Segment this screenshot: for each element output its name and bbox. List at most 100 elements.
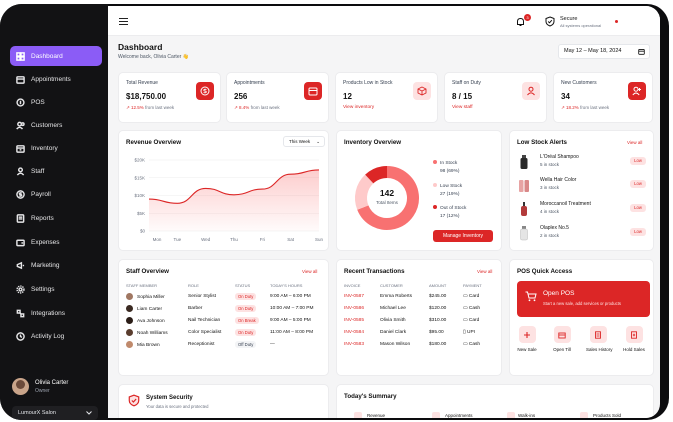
legend-low-stock: Low Stock (433, 183, 462, 189)
cart-icon (525, 291, 537, 302)
invoice-id[interactable]: INV-0584 (344, 329, 365, 335)
summary-label: Products Sold (593, 413, 622, 418)
legend-value: 98 (69%) (440, 169, 460, 174)
sidebar-item-settings[interactable]: Settings (10, 279, 102, 299)
plug-icon (16, 309, 25, 317)
list-item[interactable]: Wella Hair Color 3 in stock Low (517, 175, 647, 197)
sidebar-item-customers[interactable]: Customers (10, 115, 102, 135)
table-row[interactable]: Sophia Miller Senior Stylist On Duty 9:0… (126, 290, 313, 302)
stat-card-staff-on-duty[interactable]: Staff on Duty 8 / 15 View staff (444, 72, 547, 123)
sidebar-item-marketing[interactable]: Marketing (10, 255, 102, 275)
list-item[interactable]: Olaplex No.5 2 in stock Low (517, 223, 647, 245)
bell-icon[interactable] (516, 17, 525, 27)
sidebar-item-integrations[interactable]: Integrations (10, 303, 102, 323)
view-all-link[interactable]: View all (477, 269, 493, 274)
sidebar-item-pos[interactable]: POS (10, 92, 102, 112)
salon-selector[interactable]: LumourX Salon (12, 406, 98, 420)
sidebar-item-reports[interactable]: Reports (10, 208, 102, 228)
sidebar-item-label: Payroll (31, 190, 51, 198)
stat-card-appointments[interactable]: Appointments 256 ↗ 8.4% from last week (226, 72, 329, 123)
view-all-link[interactable]: View all (627, 140, 643, 145)
table-row[interactable]: INV-0587 Emma Roberts $245.00 ▭ Card (344, 290, 482, 302)
menu-icon[interactable] (119, 18, 128, 25)
sidebar-item-payroll[interactable]: Payroll (10, 184, 102, 204)
staff-hours: 11:00 AM – 8:00 PM (270, 329, 314, 335)
appointments-icon (432, 412, 440, 418)
view-all-link[interactable]: View all (302, 269, 318, 274)
open-till-button[interactable]: Open Till (550, 326, 574, 352)
low-badge: Low (630, 204, 646, 212)
list-item[interactable]: Moroccanoil Treatment 4 in stock Low (517, 199, 647, 221)
walk-ins-icon (507, 412, 515, 418)
legend-dot (433, 205, 437, 209)
page-title: Dashboard (118, 42, 163, 52)
dollar-icon (196, 82, 214, 100)
sidebar-item-label: Appointments (31, 75, 71, 83)
table-row[interactable]: Noah Williams Color Specialist On Duty 1… (126, 326, 313, 338)
column-header: STATUS (235, 282, 251, 288)
invoice-id[interactable]: INV-0586 (344, 305, 365, 311)
manage-inventory-button[interactable]: Manage Inventory (433, 230, 493, 242)
staff-role: Senior Stylist (188, 293, 216, 299)
list-item[interactable]: L'Oréal Shampoo 5 in stock Low (517, 152, 647, 174)
summary-label: Walk-ins (518, 413, 536, 418)
open-pos-button[interactable]: Open POS Start a new sale, add services … (517, 281, 650, 317)
column-header: CUSTOMER (380, 282, 403, 288)
low-badge: Low (630, 157, 646, 165)
stat-card-total-revenue[interactable]: Total Revenue $18,750.00 ↗ 12.5% from la… (118, 72, 221, 123)
period-label: This Week (289, 139, 311, 144)
sidebar-item-staff[interactable]: Staff (10, 161, 102, 181)
sidebar-item-activity-log[interactable]: Activity Log (10, 326, 102, 346)
sidebar-item-inventory[interactable]: Inventory (10, 138, 102, 158)
welcome-text: Welcome back, Olivia Carter 👋 (118, 54, 189, 60)
sidebar-item-expenses[interactable]: Expenses (10, 232, 102, 252)
sidebar-item-appointments[interactable]: Appointments (10, 69, 102, 89)
table-row[interactable]: INV-0584 Daniel Clark $95.00 ▯ UPI (344, 326, 482, 338)
period-select[interactable]: This Week ⌄ (283, 136, 325, 147)
staff-icon (16, 166, 25, 176)
product-name: Wella Hair Color (540, 177, 577, 183)
table-row[interactable]: INV-0585 Olivia Smith $310.00 ▭ Card (344, 314, 482, 326)
product-qty: 2 in stock (540, 233, 560, 238)
table-row[interactable]: Ava Johnson Nail Technician On Break 9:0… (126, 314, 313, 326)
status-badge: On Duty (235, 304, 257, 312)
invoice-id[interactable]: INV-0583 (344, 341, 365, 347)
payment-method: UPI (466, 329, 475, 335)
staff-title: Staff Overview (126, 268, 169, 275)
invoice-id[interactable]: INV-0585 (344, 317, 365, 323)
new-sale-button[interactable]: New Sale (515, 326, 539, 352)
inventory-total: 142 (379, 188, 395, 198)
status-badge: On Duty (235, 328, 257, 336)
hold-sales-button[interactable]: Hold Sales (622, 326, 646, 352)
table-row[interactable]: INV-0586 Michael Lee $120.00 ▭ Cash (344, 302, 482, 314)
stat-card-new-customers[interactable]: New Customers 34 ↗ 18.2% from last week (553, 72, 653, 123)
inventory-donut-chart (355, 166, 419, 230)
sales-history-button[interactable]: Sales History (586, 326, 613, 352)
view-inventory-link[interactable]: View inventory (343, 105, 375, 110)
view-staff-link[interactable]: View staff (452, 105, 473, 110)
staff-name: Sophia Miller (137, 294, 165, 300)
shield-icon (545, 16, 555, 27)
table-row[interactable]: Liam Carter Barber On Duty 10:00 AM – 7:… (126, 302, 313, 314)
cash-icon: ▭ (463, 305, 469, 311)
customer-name: Michael Lee (380, 305, 406, 311)
sidebar-item-label: Reports (31, 214, 54, 222)
clock-icon (16, 331, 25, 341)
invoice-id[interactable]: INV-0587 (344, 293, 365, 299)
stat-card-low-stock[interactable]: Products Low in Stock 12 View inventory (335, 72, 438, 123)
sidebar-item-dashboard[interactable]: Dashboard (10, 46, 102, 66)
trend-up-icon: ↗ (561, 105, 567, 110)
table-row[interactable]: Mia Brown Receptionist Off Duty — (126, 338, 313, 350)
trend-percent: 18.2% (566, 105, 579, 110)
user-name: Olivia Carter (35, 379, 69, 386)
sidebar-item-label: Activity Log (31, 332, 65, 340)
products-sold-icon (580, 412, 588, 418)
user-profile[interactable]: Olivia Carter Owner (12, 378, 68, 395)
box-icon (16, 144, 25, 153)
calendar-icon (638, 48, 645, 55)
date-range-picker[interactable]: May 12 – May 18, 2024 (558, 44, 650, 59)
recent-transactions-card: Recent Transactions View all INVOICE CUS… (336, 259, 502, 376)
sidebar-item-label: Settings (31, 285, 55, 293)
sidebar-item-label: Expenses (31, 238, 60, 246)
table-row[interactable]: INV-0583 Mason Wilson $180.00 ▭ Cash (344, 338, 482, 350)
